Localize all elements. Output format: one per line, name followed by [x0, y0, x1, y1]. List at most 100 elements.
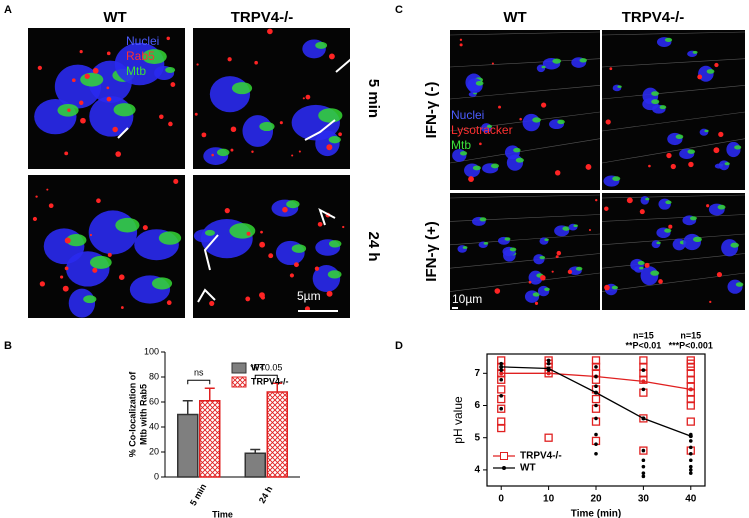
significance-bracket — [254, 374, 278, 380]
marker-spot — [713, 147, 720, 154]
panel-label: A — [4, 4, 12, 16]
marker-spot — [326, 144, 333, 151]
legend-swatch — [231, 362, 247, 374]
significance-label: ns — [194, 368, 204, 378]
y-tick-label: 100 — [144, 346, 159, 356]
data-point — [641, 474, 646, 479]
arrow — [203, 234, 219, 271]
mtb — [216, 148, 230, 157]
nucleus — [721, 239, 739, 257]
marker-spot — [227, 57, 232, 62]
marker-spot — [84, 73, 90, 79]
grid-3d — [449, 194, 601, 199]
marker-spot — [706, 204, 710, 208]
mtb — [557, 119, 565, 125]
mean-point — [499, 364, 504, 369]
data-point — [594, 416, 598, 421]
grid-3d — [601, 233, 746, 246]
mtb — [645, 197, 650, 201]
marker-spot — [39, 281, 46, 287]
marker-spot — [714, 62, 719, 68]
marker-spot — [697, 74, 703, 80]
marker-spot — [302, 97, 305, 100]
marker-spot — [326, 290, 333, 297]
row-title: IFN-γ (-) — [423, 82, 440, 139]
mtb — [115, 217, 140, 233]
mtb — [490, 163, 499, 169]
marker-spot — [80, 117, 86, 124]
data-point — [641, 464, 646, 469]
nucleus — [658, 198, 671, 210]
mtb — [611, 285, 618, 290]
data-point — [686, 401, 695, 410]
mtb — [509, 247, 517, 252]
panel-label: D — [395, 340, 403, 352]
grid-3d — [601, 58, 746, 68]
mtb — [513, 147, 521, 153]
marker-spot — [259, 241, 266, 248]
marker-spot — [267, 28, 273, 35]
marker-spot — [293, 262, 299, 268]
marker-spot — [37, 65, 42, 71]
nucleus — [524, 290, 540, 303]
grid-3d — [601, 194, 746, 199]
marker-spot — [567, 269, 573, 274]
grid-3d — [449, 272, 601, 292]
mtb — [475, 80, 484, 86]
error-bar — [272, 382, 283, 392]
legend-swatch — [231, 376, 247, 388]
marker-spot — [289, 273, 294, 278]
mtb — [650, 270, 660, 276]
data-point — [686, 417, 695, 426]
legend-label: TRPV4-/- — [520, 451, 562, 462]
stain-legend: Rab5 — [126, 49, 155, 63]
data-point — [594, 442, 598, 446]
legend-label: WT — [251, 362, 265, 372]
mean-point — [499, 371, 504, 376]
marker-spot — [541, 102, 547, 108]
grid-3d — [449, 85, 601, 100]
marker-spot — [118, 274, 125, 280]
mtb — [229, 223, 256, 239]
marker-spot — [644, 262, 650, 268]
data-point — [594, 374, 598, 379]
marker-spot — [551, 270, 554, 273]
mtb — [532, 117, 541, 123]
grid-3d — [601, 85, 746, 100]
marker-spot — [230, 126, 237, 132]
marker-spot — [491, 62, 494, 65]
mtb — [113, 103, 136, 117]
mtb — [483, 241, 489, 245]
mtb — [544, 238, 549, 242]
annotation: n=15 — [680, 330, 701, 340]
marker-spot — [556, 250, 562, 256]
error-bar — [182, 400, 193, 415]
column-title: WT — [503, 9, 526, 26]
marker-spot — [166, 36, 170, 41]
error-bar — [250, 448, 261, 454]
mtb — [675, 134, 684, 139]
marker-spot — [716, 271, 723, 278]
marker-spot — [604, 206, 609, 211]
marker-spot — [554, 170, 561, 176]
marker-spot — [194, 112, 198, 116]
marker-spot — [120, 306, 124, 309]
mtb — [617, 85, 622, 88]
data-point — [497, 423, 506, 433]
data-point — [499, 406, 504, 411]
scale-bar-label: 5µm — [297, 289, 321, 303]
data-point — [546, 361, 551, 366]
nucleus — [68, 288, 96, 318]
marker-spot — [648, 164, 651, 168]
data-point — [688, 452, 693, 456]
bar — [244, 452, 266, 478]
mtb — [552, 58, 562, 64]
marker-spot — [115, 151, 122, 157]
marker-spot — [555, 255, 559, 259]
marker-spot — [338, 132, 342, 137]
marker-spot — [260, 230, 263, 234]
significance-label: *P<0.05 — [250, 363, 282, 373]
data-point — [688, 439, 693, 443]
marker-spot — [254, 60, 258, 65]
data-point — [639, 446, 648, 455]
